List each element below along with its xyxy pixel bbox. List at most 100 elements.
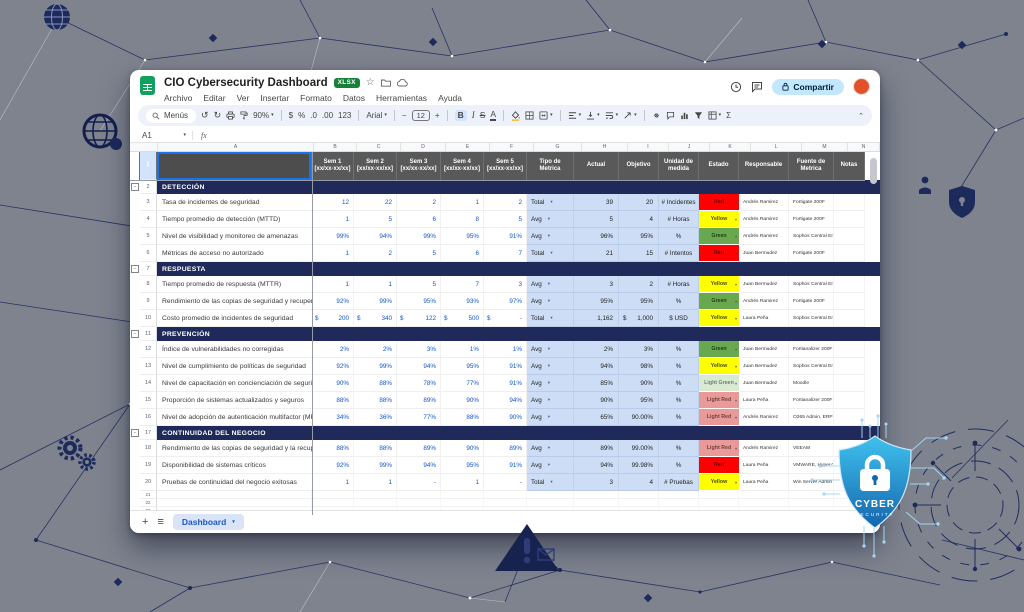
percent-format-button[interactable]: % xyxy=(298,110,306,120)
sem-value-cell[interactable]: 1 xyxy=(312,211,354,228)
text-color-button[interactable]: A xyxy=(490,109,497,121)
font-select[interactable]: Arial ▾ xyxy=(366,110,387,120)
responsable-cell[interactable]: Juan Bermudez xyxy=(739,276,789,293)
sem-value-cell[interactable]: 77% xyxy=(441,375,484,392)
sem-value-cell[interactable]: 88% xyxy=(312,440,354,457)
empty-cell[interactable] xyxy=(739,491,789,499)
cloud-status-icon[interactable] xyxy=(396,78,408,87)
empty-cell[interactable] xyxy=(354,491,397,499)
sem-value-cell[interactable]: 5 xyxy=(397,245,441,262)
row-number-12[interactable]: 12 xyxy=(140,341,157,358)
borders-button[interactable] xyxy=(525,111,534,120)
empty-cell[interactable] xyxy=(484,499,527,507)
empty-cell[interactable] xyxy=(397,499,441,507)
sem-value-cell[interactable]: 2 xyxy=(484,194,527,211)
tipo-metrica-select[interactable]: Total ▾ xyxy=(527,310,574,327)
empty-cell[interactable] xyxy=(834,499,865,507)
unidad-cell[interactable]: % xyxy=(659,375,699,392)
column-header-L[interactable]: L xyxy=(751,143,802,151)
header-actual[interactable]: Actual xyxy=(574,152,619,180)
increase-decimals-button[interactable]: .00 xyxy=(321,110,334,120)
empty-cell[interactable] xyxy=(739,499,789,507)
sem-value-cell[interactable]: 95% xyxy=(441,228,484,245)
metric-name-cell[interactable]: Rendimiento de las copias de seguridad y… xyxy=(157,440,312,457)
sem-value-cell[interactable]: 1 xyxy=(312,276,354,293)
sem-value-cell[interactable]: - xyxy=(397,474,441,491)
tipo-metrica-select[interactable]: Total ▾ xyxy=(527,474,574,491)
sem-value-cell[interactable]: 1 xyxy=(312,474,354,491)
notas-cell[interactable] xyxy=(834,375,865,392)
sem-value-cell[interactable]: 99% xyxy=(312,228,354,245)
estado-status-chip[interactable]: Green ▾ xyxy=(699,228,739,245)
unidad-cell[interactable]: % xyxy=(659,392,699,409)
notas-cell[interactable] xyxy=(834,474,865,491)
collapse-group-icon[interactable]: − xyxy=(131,265,139,273)
metric-name-cell[interactable]: Índice de vulnerabilidades no corregidas xyxy=(157,341,312,358)
sem-value-cell[interactable]: 95% xyxy=(397,293,441,310)
header-unidad[interactable]: Unidad de medida xyxy=(659,152,699,180)
tipo-metrica-select[interactable]: Avg ▾ xyxy=(527,228,574,245)
sem-value-cell[interactable]: 1 xyxy=(441,194,484,211)
notas-cell[interactable] xyxy=(834,245,865,262)
column-header-H[interactable]: H xyxy=(582,143,628,151)
column-header-B[interactable]: B xyxy=(314,143,357,151)
responsable-cell[interactable]: Laura Peña xyxy=(739,474,789,491)
row-number-15[interactable]: 15 xyxy=(140,392,157,409)
column-header-E[interactable]: E xyxy=(446,143,490,151)
notas-cell[interactable] xyxy=(834,228,865,245)
sem-value-cell[interactable]: 89% xyxy=(397,392,441,409)
sheets-logo-icon[interactable] xyxy=(140,76,155,95)
sem-value-cell[interactable]: 91% xyxy=(484,228,527,245)
fuente-cell[interactable]: Sophos Central Endpoint xyxy=(789,310,834,327)
objetivo-value-cell[interactable]: 90.00% xyxy=(619,409,659,426)
metric-name-cell[interactable]: Tasa de incidentes de seguridad xyxy=(157,194,312,211)
actual-value-cell[interactable]: 39 xyxy=(574,194,619,211)
row-number-8[interactable]: 8 xyxy=(140,276,157,293)
sem-value-cell[interactable]: 94% xyxy=(397,457,441,474)
metric-name-cell[interactable]: Nivel de adopción de autenticación multi… xyxy=(157,409,312,426)
sem-value-cell[interactable]: 92% xyxy=(312,457,354,474)
font-size-input[interactable]: 12 xyxy=(411,109,430,122)
column-header-G[interactable]: G xyxy=(534,143,582,151)
sem-value-cell[interactable]: 6 xyxy=(397,211,441,228)
row-number-3[interactable]: 3 xyxy=(140,194,157,211)
empty-cell[interactable] xyxy=(699,491,739,499)
objetivo-value-cell[interactable]: 15 xyxy=(619,245,659,262)
sem-value-cell[interactable]: 97% xyxy=(484,293,527,310)
sem-value-cell[interactable]: 91% xyxy=(484,358,527,375)
undo-button[interactable]: ↺ xyxy=(201,110,209,120)
estado-status-chip[interactable]: Red ▾ xyxy=(699,457,739,474)
objetivo-value-cell[interactable]: 95% xyxy=(619,293,659,310)
sem-value-cell[interactable]: 88% xyxy=(354,392,397,409)
menu-item-insertar[interactable]: Insertar xyxy=(260,93,290,103)
empty-cell[interactable] xyxy=(834,491,865,499)
tipo-metrica-select[interactable]: Avg ▾ xyxy=(527,358,574,375)
actual-value-cell[interactable]: 3 xyxy=(574,474,619,491)
tipo-metrica-select[interactable]: Total ▾ xyxy=(527,194,574,211)
add-sheet-icon[interactable]: + xyxy=(142,515,149,528)
bold-button[interactable]: B xyxy=(454,110,467,121)
header-estado[interactable]: Estado xyxy=(699,152,739,180)
responsable-cell[interactable]: Andrés Ramirez xyxy=(739,228,789,245)
sem-value-cell[interactable]: 89% xyxy=(484,440,527,457)
fuente-cell[interactable]: Fortigate 200F xyxy=(789,245,834,262)
column-header-F[interactable]: F xyxy=(490,143,534,151)
comment-history-icon[interactable] xyxy=(751,81,763,93)
sem-value-cell[interactable]: 92% xyxy=(312,358,354,375)
objetivo-value-cell[interactable]: 90% xyxy=(619,375,659,392)
row-number-21[interactable]: 21 xyxy=(140,491,157,499)
empty-cell[interactable] xyxy=(157,499,312,507)
unidad-cell[interactable]: % xyxy=(659,341,699,358)
empty-cell[interactable] xyxy=(619,499,659,507)
sem-value-cell[interactable]: - xyxy=(484,474,527,491)
sem-value-cell[interactable]: 12 xyxy=(312,194,354,211)
sem-value-cell[interactable]: 1 xyxy=(441,474,484,491)
sem-value-cell[interactable]: 22 xyxy=(354,194,397,211)
tipo-metrica-select[interactable]: Avg ▾ xyxy=(527,409,574,426)
notas-cell[interactable] xyxy=(834,409,865,426)
header-sem-1[interactable]: Sem 1 [xx/xx-xx/xx] xyxy=(312,152,354,180)
font-size-decrease-button[interactable]: − xyxy=(401,110,407,120)
collapse-group-icon[interactable]: − xyxy=(131,330,139,338)
sem-value-cell[interactable]: 88% xyxy=(312,392,354,409)
empty-cell[interactable] xyxy=(397,491,441,499)
